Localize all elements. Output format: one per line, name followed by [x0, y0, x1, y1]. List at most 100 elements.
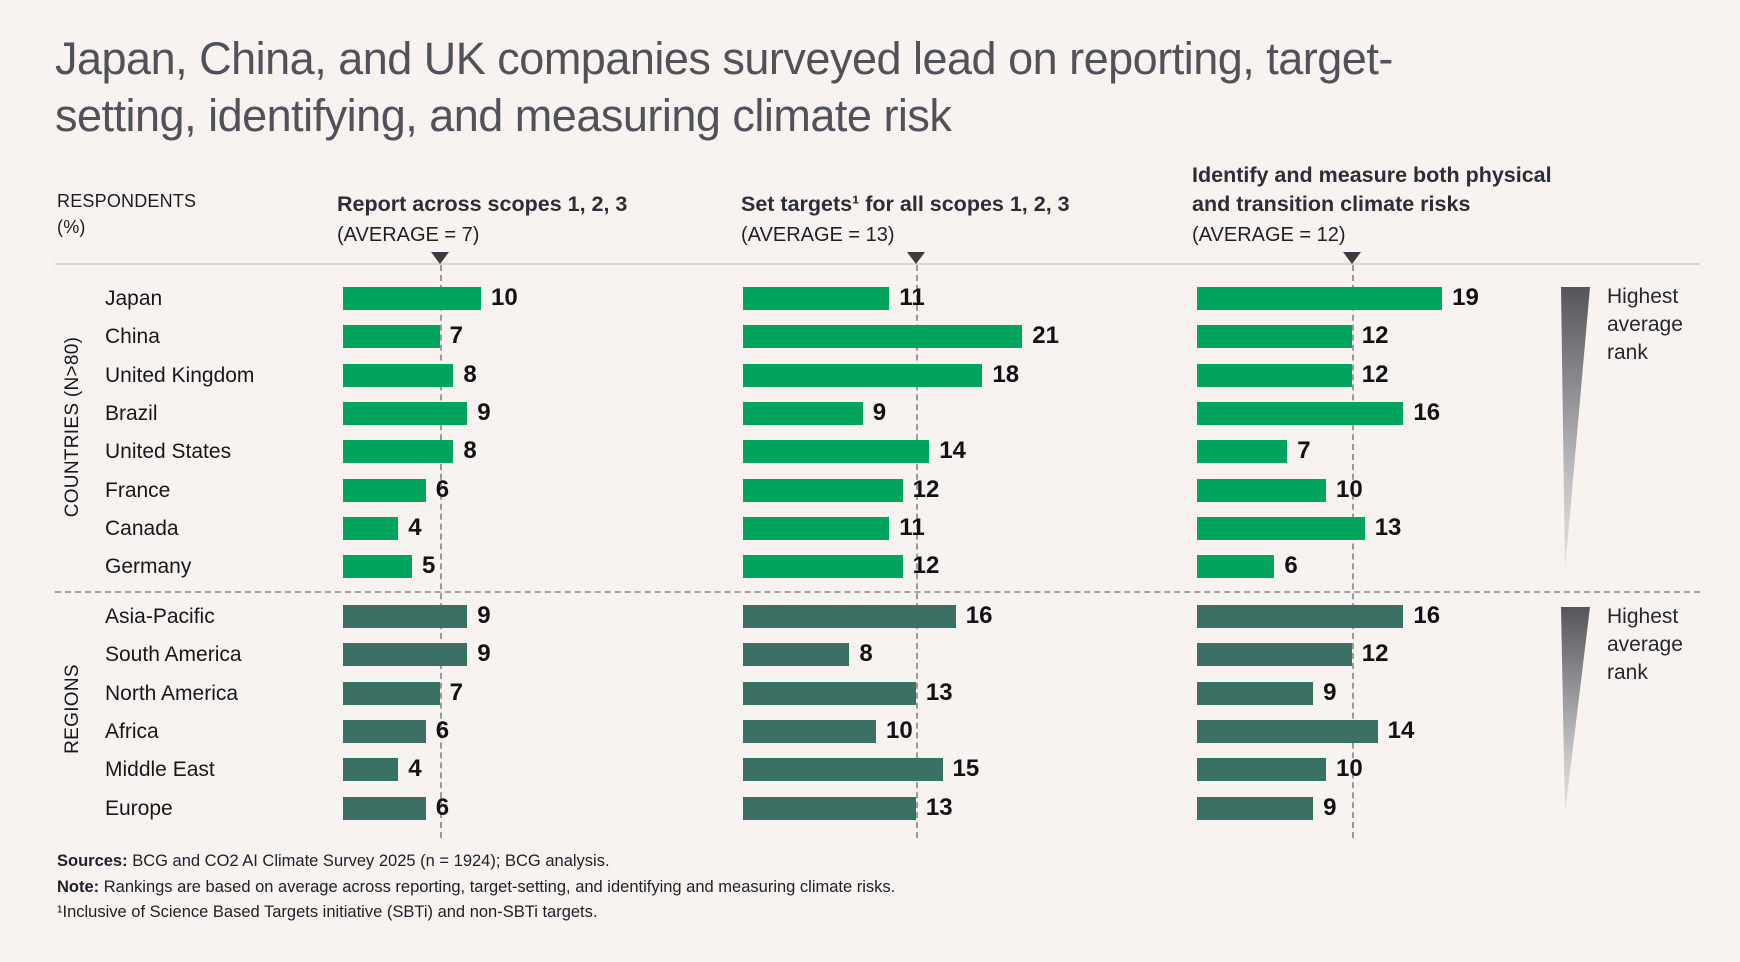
bar-value-label: 13	[1374, 513, 1402, 541]
bar	[743, 681, 916, 705]
row-label: Japan	[105, 287, 163, 310]
bar	[743, 516, 890, 540]
bar	[743, 363, 983, 387]
column-header-report-average: (AVERAGE = 7)	[337, 224, 480, 246]
legend-highest-average-rank-regions: Highest average rank	[1607, 605, 1683, 684]
bar-value-label: 14	[939, 437, 966, 465]
bar-value-label: 13	[925, 793, 953, 821]
footer-footnote-line: ¹Inclusive of Science Based Targets init…	[57, 900, 895, 926]
bar-value-label: 9	[477, 398, 491, 426]
footer-notes: Sources: BCG and CO2 AI Climate Survey 2…	[57, 849, 895, 926]
bar	[1197, 605, 1404, 628]
column-header-targets-average: (AVERAGE = 13)	[741, 224, 895, 246]
footer-sources-text: BCG and CO2 AI Climate Survey 2025 (n = …	[127, 852, 610, 870]
footer-note-text: Rankings are based on average across rep…	[99, 877, 896, 896]
bar	[343, 643, 468, 667]
bar	[1197, 681, 1314, 705]
bar	[343, 605, 468, 628]
average-marker-icon	[430, 252, 449, 264]
bar	[1197, 719, 1378, 743]
bar-value-label: 12	[912, 552, 940, 580]
y-axis-units-line1: RESPONDENTS	[57, 191, 197, 211]
bar-value-label: 8	[463, 360, 477, 388]
bar	[1197, 796, 1314, 820]
bar	[343, 796, 426, 820]
bar	[743, 796, 916, 820]
column-header-identify-title-line2: and transition climate risks	[1192, 192, 1471, 216]
bar	[1197, 401, 1404, 425]
bar-value-label: 9	[1323, 793, 1337, 821]
row-label: Africa	[105, 719, 159, 743]
row-label: South America	[105, 643, 242, 667]
bar-value-label: 12	[1361, 640, 1389, 668]
group-label-regions: REGIONS	[62, 664, 83, 754]
page-title-line1: Japan, China, and UK companies surveyed …	[55, 33, 1393, 84]
footer-note-prefix: Note:	[57, 877, 100, 896]
bar	[1197, 643, 1352, 667]
bar	[343, 478, 426, 502]
bar	[743, 287, 890, 310]
bar	[343, 440, 454, 464]
bar-value-label: 10	[491, 284, 518, 311]
bar	[343, 363, 454, 387]
bar	[743, 758, 943, 782]
row-label: Middle East	[105, 758, 215, 782]
bar-value-label: 4	[408, 513, 422, 541]
average-guide-line	[915, 265, 918, 838]
bar-value-label: 10	[1336, 475, 1363, 503]
bar	[343, 516, 399, 540]
footer-sources-prefix: Sources:	[57, 852, 128, 870]
column-header-identify: Identify and measure both physical and t…	[1192, 161, 1552, 250]
bar	[743, 719, 876, 743]
bar	[343, 719, 426, 743]
row-label: United Kingdom	[105, 363, 255, 387]
highest-average-rank-gradient-icon	[1560, 287, 1590, 575]
bar-value-label: 10	[1336, 755, 1363, 783]
bar	[743, 643, 850, 667]
row-label: Brazil	[105, 401, 158, 425]
page-title: Japan, China, and UK companies surveyed …	[55, 30, 1675, 144]
bar	[743, 478, 903, 502]
row-label: Europe	[105, 796, 173, 820]
bar-value-label: 21	[1032, 322, 1059, 350]
y-axis-units-line2: (%)	[57, 217, 86, 237]
bar	[1197, 478, 1326, 502]
bar-value-label: 6	[435, 716, 450, 744]
average-guide-line	[1351, 265, 1354, 838]
legend-highest-average-rank-countries: Highest average rank	[1607, 285, 1683, 364]
bar-value-label: 12	[1361, 360, 1389, 388]
bar	[1197, 287, 1443, 310]
bar-value-label: 16	[1413, 398, 1441, 426]
bar-value-label: 4	[408, 755, 422, 783]
average-marker-icon	[906, 252, 925, 264]
bar-value-label: 12	[1361, 322, 1389, 350]
bar	[1197, 440, 1288, 464]
bar-value-label: 7	[1297, 437, 1311, 465]
bar-value-label: 14	[1387, 716, 1415, 744]
column-header-report-title: Report across scopes 1, 2, 3	[337, 192, 628, 216]
column-header-report: Report across scopes 1, 2, 3 (AVERAGE = …	[337, 190, 627, 250]
bar	[343, 401, 468, 425]
bar-value-label: 9	[872, 398, 887, 426]
bar	[743, 325, 1023, 349]
row-label: North America	[105, 681, 239, 705]
row-label: China	[105, 325, 160, 349]
bar-value-label: 9	[477, 640, 491, 668]
bar	[743, 440, 930, 464]
row-label: Canada	[105, 516, 179, 540]
bar-value-label: 6	[1284, 552, 1298, 580]
average-guide-line	[439, 265, 442, 838]
bar	[343, 287, 481, 310]
bar	[1197, 363, 1352, 387]
column-header-targets-title: Set targets¹ for all scopes 1, 2, 3	[741, 192, 1070, 216]
bar	[343, 681, 440, 705]
row-label: Germany	[105, 555, 192, 579]
footer-note-line: Note: Rankings are based on average acro…	[57, 875, 895, 901]
group-label-countries: COUNTRIES (N>80)	[62, 336, 83, 518]
average-marker-icon	[1342, 252, 1361, 264]
bar-value-label: 7	[449, 322, 463, 350]
row-label: Asia-Pacific	[105, 605, 215, 628]
bar	[1197, 555, 1275, 579]
bar-value-label: 5	[422, 552, 436, 580]
